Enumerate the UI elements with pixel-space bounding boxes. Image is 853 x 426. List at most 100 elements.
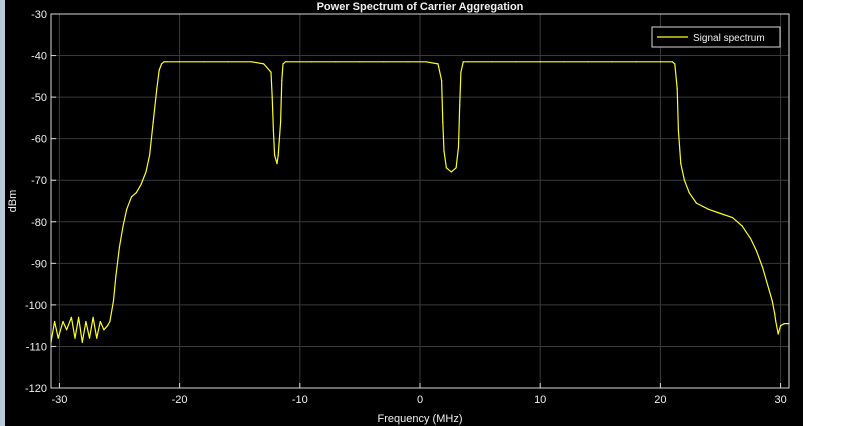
series-point: [66, 329, 68, 331]
series-point: [611, 61, 613, 63]
series-point: [158, 69, 160, 71]
series-point: [457, 146, 460, 148]
series-point: [731, 217, 734, 219]
series-point: [445, 167, 447, 169]
series-point: [674, 63, 676, 65]
series-point: [777, 333, 779, 335]
series-point: [276, 163, 278, 165]
series-point: [115, 275, 117, 277]
x-tick-label: -10: [292, 394, 308, 406]
series-point: [587, 61, 589, 63]
series-point: [335, 61, 337, 63]
series-point: [359, 61, 361, 63]
series-point: [287, 61, 289, 63]
series-point: [130, 196, 133, 198]
y-tick-label: -100: [25, 300, 47, 312]
series-point: [277, 154, 279, 156]
x-tick-label: 20: [654, 394, 666, 406]
chart-title: Power Spectrum of Carrier Aggregation: [317, 1, 524, 13]
series-point: [274, 154, 276, 156]
series-point: [62, 320, 64, 323]
series-point: [450, 171, 452, 173]
series-point: [118, 246, 121, 248]
series-point: [227, 61, 229, 63]
series-point: [167, 61, 169, 63]
series-point: [407, 61, 409, 63]
series-point: [112, 300, 115, 302]
series-point: [92, 316, 94, 318]
series-point: [741, 225, 743, 227]
series-point: [145, 171, 147, 173]
series-point: [455, 167, 457, 169]
series-point: [515, 61, 517, 63]
series-point: [383, 61, 385, 63]
series-point: [126, 208, 128, 210]
series-point: [437, 63, 439, 65]
legend-label: Signal spectrum: [693, 33, 765, 44]
series-point: [282, 63, 284, 65]
series-point: [156, 88, 158, 90]
series-point: [161, 63, 163, 65]
series-point: [425, 61, 427, 63]
series-point: [459, 104, 461, 106]
x-tick-label: 30: [774, 394, 786, 406]
series-point: [106, 325, 109, 327]
series-point: [140, 183, 142, 185]
series-point: [460, 71, 462, 73]
series-point: [467, 61, 469, 63]
series-point: [775, 320, 777, 323]
series-point: [99, 320, 101, 323]
series-point: [50, 341, 52, 343]
series-point: [272, 129, 274, 131]
legend: Signal spectrum: [651, 26, 781, 48]
x-tick-label: 10: [534, 394, 546, 406]
series-point: [122, 225, 124, 227]
series-point: [695, 202, 698, 204]
series-point: [70, 316, 72, 318]
y-tick-label: -30: [31, 9, 47, 21]
y-tick-label: -120: [25, 383, 47, 395]
series-point: [688, 192, 690, 194]
series-point: [164, 61, 166, 63]
series-point: [563, 61, 565, 63]
grid-layer: [51, 13, 789, 389]
series-point: [281, 79, 283, 82]
series-point: [270, 71, 272, 73]
series-point: [762, 266, 764, 269]
series-point: [635, 61, 638, 63]
series-point: [284, 61, 286, 63]
series-point: [677, 129, 680, 131]
y-tick-label: -40: [31, 51, 47, 63]
series-point: [149, 154, 151, 156]
series-point: [96, 337, 98, 339]
series-point: [88, 337, 91, 339]
series-point: [443, 150, 445, 152]
y-tick-label: -60: [31, 134, 47, 146]
series-point: [676, 88, 678, 90]
series-point: [57, 337, 59, 339]
series-point: [780, 325, 782, 327]
series-point: [135, 192, 137, 194]
series-point: [103, 329, 105, 331]
series-point: [85, 320, 87, 323]
series-point: [768, 287, 770, 289]
chart-frame: [0, 0, 803, 426]
series-layer: [50, 61, 790, 343]
series-point: [203, 61, 205, 63]
series-point: [749, 237, 752, 239]
series-point: [78, 316, 80, 318]
series-point: [152, 121, 154, 123]
window-edge-strip: [0, 0, 5, 426]
series-point: [783, 323, 785, 325]
y-tick-label: -70: [31, 175, 47, 187]
y-tick-label: -80: [31, 217, 47, 229]
series-point: [81, 341, 83, 343]
x-axis-label: Frequency (MHz): [378, 413, 463, 425]
series-point: [109, 320, 111, 323]
y-tick-label: -50: [31, 92, 47, 104]
series-point: [462, 61, 464, 63]
series-point: [179, 61, 181, 63]
series-point: [54, 320, 56, 323]
series-point: [539, 61, 541, 63]
